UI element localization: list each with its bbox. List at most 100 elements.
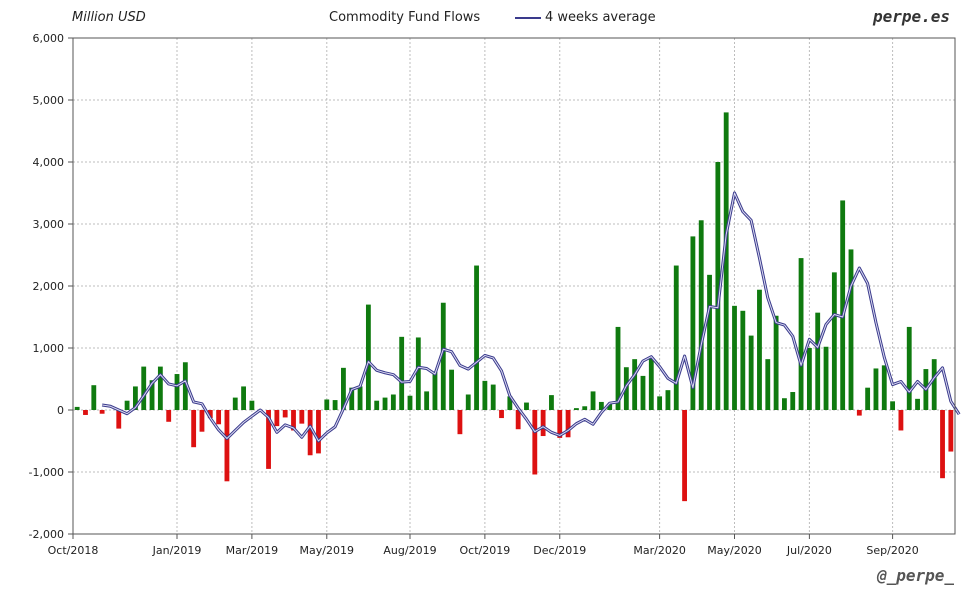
flow-bar bbox=[399, 336, 405, 410]
flow-bar bbox=[848, 249, 854, 410]
flow-bar bbox=[740, 310, 746, 410]
flow-bar bbox=[291, 410, 296, 431]
flow-bar bbox=[906, 326, 912, 410]
flow-bar bbox=[598, 401, 604, 410]
flow-bar bbox=[557, 410, 563, 438]
flow-bar bbox=[374, 400, 380, 410]
legend-average-label: 4 weeks average bbox=[545, 10, 656, 25]
flow-bar bbox=[690, 236, 696, 410]
flow-bar bbox=[116, 410, 122, 429]
flow-bar bbox=[540, 410, 546, 437]
y-tick-label: -2,000 bbox=[29, 528, 64, 541]
flow-bar bbox=[632, 359, 638, 410]
brand-logo-text: perpe.es bbox=[872, 7, 950, 26]
flow-bar bbox=[507, 396, 513, 410]
chart-grid bbox=[68, 37, 955, 539]
flow-bar bbox=[307, 410, 313, 456]
flow-bar bbox=[723, 112, 729, 411]
flow-bar bbox=[582, 406, 588, 410]
flow-bar bbox=[499, 410, 504, 419]
chart-title: Commodity Fund Flows bbox=[329, 10, 481, 25]
flow-bar bbox=[141, 366, 147, 410]
plot-frame bbox=[72, 37, 956, 535]
flow-bar bbox=[815, 312, 821, 410]
y-tick-label: 0 bbox=[57, 404, 64, 417]
flow-bar bbox=[607, 403, 613, 410]
flow-bar bbox=[465, 394, 471, 410]
flow-bar bbox=[532, 410, 538, 475]
y-tick-label: 2,000 bbox=[33, 280, 65, 293]
flow-bar bbox=[823, 346, 829, 410]
y-tick-label: -1,000 bbox=[29, 466, 64, 479]
flow-bar bbox=[132, 386, 138, 410]
flow-bar bbox=[831, 272, 837, 410]
y-tick-label: 1,000 bbox=[33, 342, 65, 355]
flow-bar bbox=[790, 392, 796, 410]
legend-average-swatch bbox=[515, 17, 541, 19]
flow-bar bbox=[682, 410, 687, 502]
x-tick-label: Dec/2019 bbox=[533, 544, 586, 557]
flow-bar bbox=[698, 220, 704, 410]
flow-bar bbox=[415, 337, 421, 410]
x-tick-label: Jul/2020 bbox=[786, 544, 832, 557]
flow-bar bbox=[274, 410, 280, 427]
x-tick-label: Oct/2018 bbox=[48, 544, 99, 557]
flow-bar bbox=[524, 402, 529, 410]
x-tick-label: Jan/2019 bbox=[152, 544, 202, 557]
y-tick-label: 4,000 bbox=[33, 156, 65, 169]
average-line bbox=[101, 191, 961, 443]
flow-bar bbox=[931, 359, 937, 410]
flow-bar bbox=[440, 302, 446, 410]
flow-bar bbox=[124, 400, 130, 410]
flow-bar bbox=[490, 384, 496, 410]
x-tick-label: Mar/2020 bbox=[633, 544, 685, 557]
flow-bar bbox=[549, 395, 554, 410]
flow-bar bbox=[341, 367, 346, 410]
flow-bar bbox=[382, 397, 388, 410]
x-tick-label: May/2019 bbox=[300, 544, 354, 557]
flow-bar bbox=[648, 358, 654, 410]
flow-bar bbox=[890, 401, 896, 410]
flow-bar bbox=[149, 380, 155, 410]
flow-bar bbox=[216, 410, 222, 425]
flow-bar bbox=[873, 368, 879, 410]
flow-bar bbox=[806, 348, 812, 410]
flow-bar bbox=[316, 410, 321, 454]
flow-bar bbox=[948, 410, 954, 452]
flow-bar bbox=[565, 410, 571, 438]
average-line-group bbox=[101, 191, 961, 443]
flow-bar bbox=[657, 396, 663, 410]
flow-bar bbox=[482, 380, 488, 410]
flow-bar bbox=[715, 162, 721, 410]
x-axis-labels: Oct/2018 Jan/2019 Mar/2019 May/2019 Aug/2019… bbox=[48, 544, 919, 557]
flow-bar bbox=[673, 265, 679, 410]
flow-bar bbox=[424, 391, 430, 410]
flow-bar bbox=[266, 410, 271, 469]
flow-bar bbox=[365, 304, 371, 410]
flow-bar bbox=[573, 408, 579, 410]
flow-bar bbox=[840, 200, 846, 410]
flow-bar bbox=[515, 410, 521, 430]
flow-bar bbox=[174, 374, 180, 410]
flow-bar bbox=[707, 274, 712, 410]
x-tick-label: Sep/2020 bbox=[866, 544, 918, 557]
flow-bar bbox=[224, 410, 230, 482]
flow-bar bbox=[282, 410, 288, 418]
flow-bar bbox=[390, 394, 396, 410]
flow-bar bbox=[299, 410, 305, 424]
flow-bar bbox=[249, 400, 255, 410]
flow-bar bbox=[474, 265, 479, 410]
flow-bar bbox=[199, 410, 205, 432]
flow-bar bbox=[207, 410, 213, 419]
flow-bar bbox=[324, 399, 330, 410]
flow-bar bbox=[615, 326, 621, 410]
flow-bar bbox=[765, 359, 771, 410]
y-tick-label: 3,000 bbox=[33, 218, 65, 231]
flow-bar bbox=[349, 387, 355, 410]
flow-bar bbox=[915, 398, 920, 410]
y-tick-label: 5,000 bbox=[33, 94, 65, 107]
x-tick-label: Oct/2019 bbox=[460, 544, 511, 557]
flow-bar bbox=[332, 400, 338, 410]
flow-bar bbox=[865, 387, 871, 410]
